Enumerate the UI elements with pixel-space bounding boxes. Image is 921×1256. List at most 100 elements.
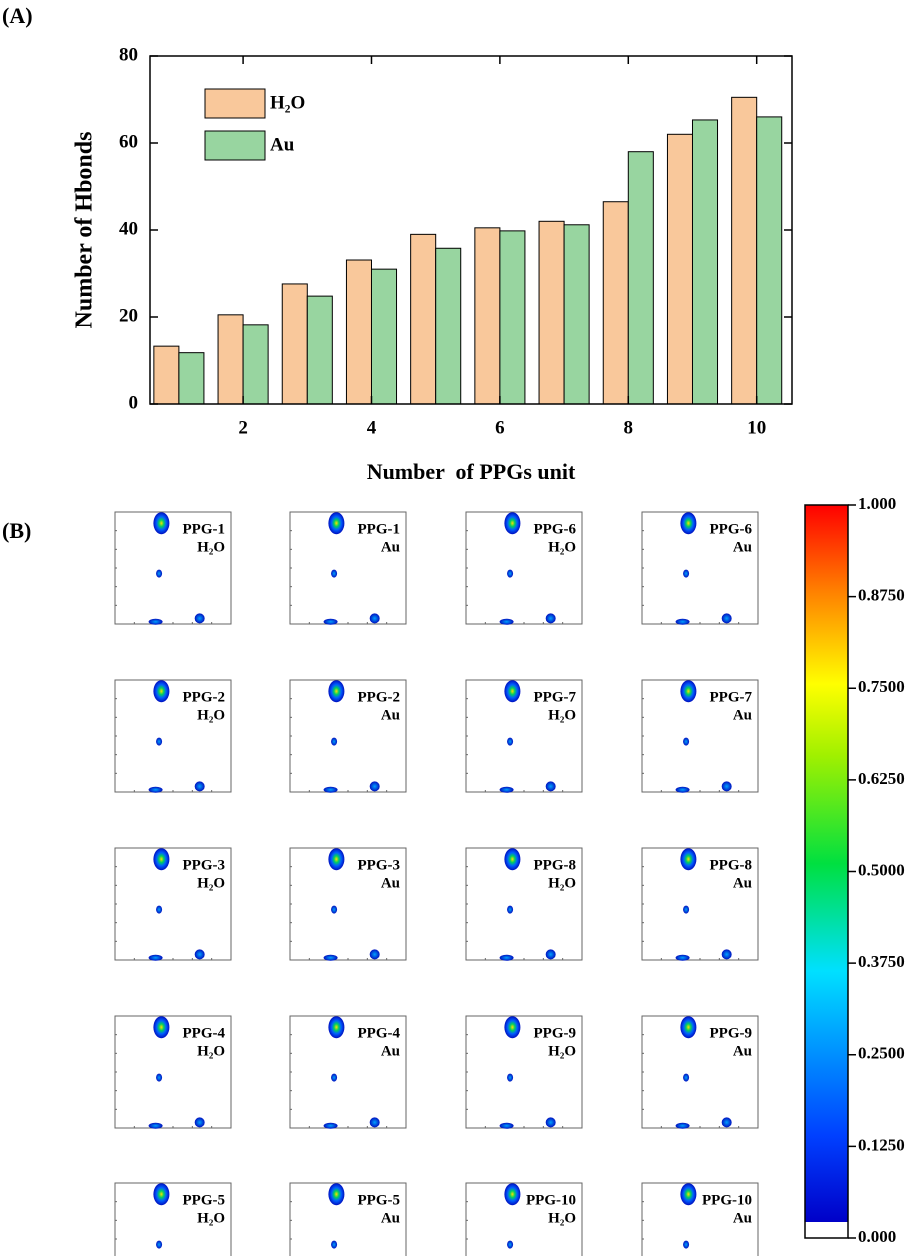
density-blob [504,512,521,535]
density-blob [680,680,697,703]
bar [345,259,372,405]
density-blob [675,618,690,625]
map-title: PPG-10 [702,1192,752,1208]
density-blob [680,1016,697,1039]
map-subtitle: Au [733,707,752,723]
colorbar-tick-label: 0.8750 [858,586,905,605]
bar [217,314,244,405]
bar [499,230,526,405]
density-blob [156,1240,163,1249]
density-blob [156,1073,163,1082]
bar [691,119,719,405]
y-tick-label: 40 [119,218,138,239]
map-title: PPG-7 [710,689,753,705]
bar [538,220,565,405]
legend-label: H₂O [270,92,305,113]
density-blob [504,680,521,703]
density-blob [194,949,205,960]
density-blob [369,949,380,960]
map-title: PPG-5 [358,1192,401,1208]
density-blob [680,1183,697,1206]
colorbar-tick-label: 0.6250 [858,769,905,788]
colorbar-tick-label: 1.000 [858,494,896,513]
density-blob [683,737,690,746]
map-subtitle: Au [381,875,400,891]
map-frame [465,511,583,625]
colorbar-tick-label: 0.3750 [858,952,905,971]
density-blob [507,1240,514,1249]
map-title: PPG-2 [183,689,226,705]
map-subtitle: H₂O [548,539,576,555]
density-blob [148,618,163,625]
density-blob [148,1122,163,1129]
bar [410,233,437,405]
map-subtitle: H₂O [197,707,225,723]
legend-label: Au [270,134,295,155]
map-title: PPG-4 [183,1025,226,1041]
density-blob [156,905,163,914]
density-blob [504,848,521,871]
density-blob [194,613,205,624]
legend-swatch [204,88,266,119]
map-subtitle: H₂O [197,875,225,891]
density-blob [507,1073,514,1082]
map-subtitle: H₂O [548,1210,576,1226]
density-blob [331,1240,338,1249]
map-frame [289,679,407,793]
bar [563,224,590,405]
density-blob [683,1073,690,1082]
legend-swatch [204,130,266,161]
density-blob [507,905,514,914]
bar [370,268,398,405]
x-tick-label: 10 [747,417,766,438]
map-title: PPG-8 [534,857,577,873]
density-blob [721,949,732,960]
density-blob [156,737,163,746]
density-blob [680,512,697,535]
density-blob [545,949,556,960]
map-title: PPG-9 [710,1025,753,1041]
map-frame [289,511,407,625]
map-title: PPG-2 [358,689,401,705]
density-blob [545,1117,556,1128]
map-frame [114,1015,232,1129]
density-blob [499,1122,514,1129]
density-blob [331,569,338,578]
density-blob [675,954,690,961]
density-blob [323,786,338,793]
density-blob [369,1117,380,1128]
map-subtitle: H₂O [197,1210,225,1226]
x-tick-label: 4 [367,417,377,438]
map-frame [641,1015,759,1129]
map-subtitle: H₂O [548,875,576,891]
map-title: PPG-10 [526,1192,576,1208]
density-blob [153,512,170,535]
density-blob [323,1122,338,1129]
map-subtitle: Au [381,1210,400,1226]
map-subtitle: H₂O [548,1043,576,1059]
density-blob [148,954,163,961]
map-frame [465,847,583,961]
map-title: PPG-9 [534,1025,577,1041]
density-blob [328,1016,345,1039]
map-title: PPG-6 [710,521,753,537]
x-axis-title: Number of PPGs unit [367,459,576,484]
map-title: PPG-6 [534,521,577,537]
map-title: PPG-1 [183,521,226,537]
density-blob [499,954,514,961]
density-blob [194,1117,205,1128]
density-blob [721,613,732,624]
map-subtitle: Au [381,1043,400,1059]
density-blob [721,781,732,792]
map-frame [465,1182,583,1256]
colorbar-tick-label: 0.2500 [858,1044,905,1063]
density-blob [194,781,205,792]
density-blob [331,905,338,914]
bar [242,324,269,405]
colorbar [805,505,848,1222]
bar [602,201,629,405]
density-blob [680,848,697,871]
map-subtitle: Au [733,1210,752,1226]
density-blob [153,1016,170,1039]
